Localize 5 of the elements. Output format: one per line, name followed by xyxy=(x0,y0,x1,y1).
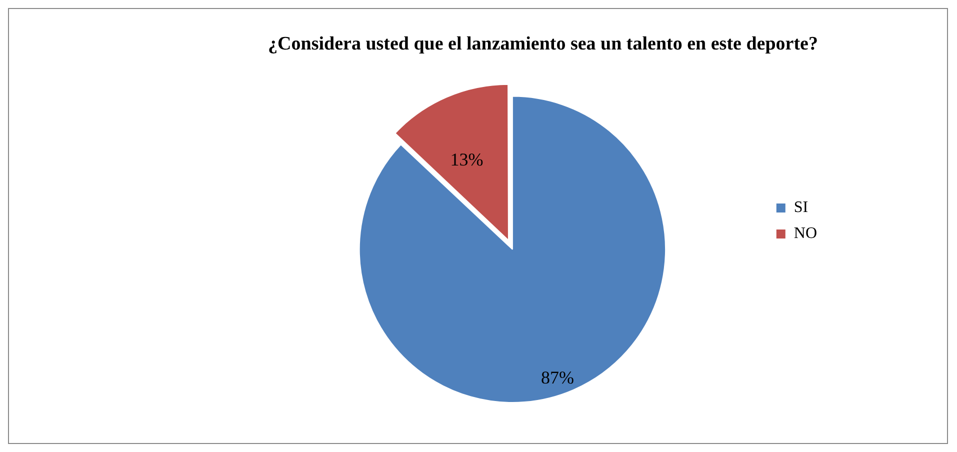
chart-title: ¿Considera usted que el lanzamiento sea un talento en este deporte? xyxy=(268,33,818,54)
legend-label: SI xyxy=(794,199,808,216)
legend-label: NO xyxy=(794,225,817,242)
data-label: 13% xyxy=(450,150,484,170)
data-label: 87% xyxy=(540,367,574,388)
